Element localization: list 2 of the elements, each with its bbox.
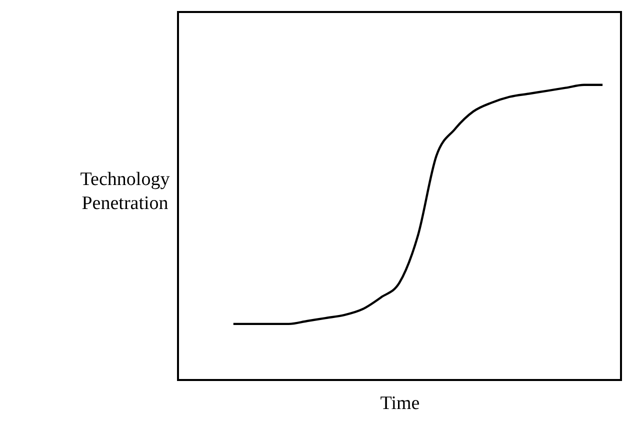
x-axis-title: Time bbox=[379, 392, 421, 416]
y-axis-title: Technology Penetration bbox=[80, 168, 170, 216]
